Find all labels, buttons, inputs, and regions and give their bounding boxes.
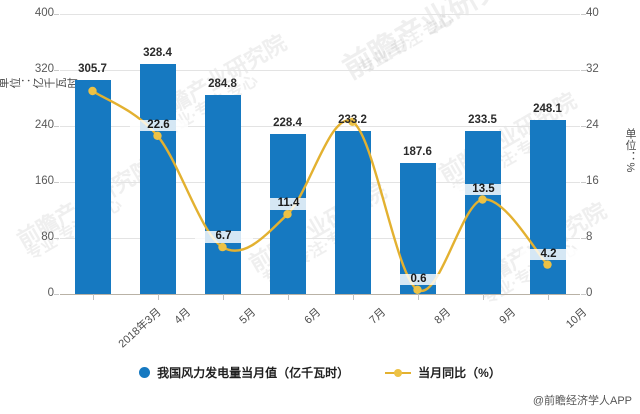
line-value-label: 13.5: [454, 183, 513, 195]
bar-value-label: 248.1: [533, 103, 562, 116]
line-marker[interactable]: [543, 260, 552, 269]
line-marker[interactable]: [413, 285, 422, 294]
chart-legend: 我国风力发电量当月值（亿千瓦时） 当月同比（%）: [0, 364, 640, 381]
legend-label-bar: 我国风力发电量当月值（亿千瓦时）: [157, 366, 350, 380]
y-axis-left-tickmark: [54, 126, 59, 127]
bar-value-label: 284.8: [208, 77, 237, 90]
line-marker[interactable]: [88, 86, 97, 96]
bar-value-label: 233.5: [468, 113, 497, 126]
y-axis-left-tickmark: [54, 14, 59, 15]
y-axis-left-tick-label: 320: [34, 63, 54, 75]
x-axis-label: 6月: [301, 306, 323, 327]
y-axis-left-tickmark: [54, 238, 59, 239]
bar[interactable]: [74, 80, 111, 294]
y-axis-left-tick-label: 400: [34, 7, 54, 19]
bar-value-label: 228.4: [273, 117, 302, 130]
y-axis-right-tick-label: 40: [586, 7, 599, 19]
x-axis-tickmark: [157, 294, 159, 300]
x-axis-tickmark: [287, 294, 289, 300]
plot-area: 22.6 6.7 11.4 0.6 13.5 4.2 305.7 328.4 284.8 228…: [60, 14, 580, 295]
line-series: [88, 86, 552, 294]
gridline: [60, 294, 580, 295]
x-axis-tickmark: [222, 294, 224, 300]
y-axis-left-tick-label: 80: [41, 231, 54, 243]
y-axis-right-tick-label: 8: [586, 231, 593, 243]
y-axis-right-tick-label: 24: [586, 119, 599, 131]
y-axis-left-tickmark: [54, 182, 59, 183]
y-axis-left-tick-label: 240: [34, 119, 54, 131]
bar[interactable]: [334, 130, 371, 294]
y-axis-right-title: 单位：%: [624, 128, 636, 173]
gridline: [60, 238, 580, 239]
y-axis-left-tickmark: [54, 294, 59, 295]
x-axis-label: 4月: [171, 306, 193, 327]
legend-item-line[interactable]: 当月同比（%）: [385, 364, 501, 381]
line-value-label: 22.6: [129, 119, 188, 132]
bar[interactable]: [204, 94, 241, 294]
y-axis-right-tickmark: [581, 294, 586, 295]
line-value-label: 4.2: [519, 248, 578, 261]
credit-text: @前瞻经济学人APP: [532, 395, 632, 407]
y-axis-right-tickmark: [581, 14, 586, 15]
gridline: [60, 182, 580, 183]
line-value-label: 0.6: [389, 273, 448, 286]
x-axis-tickmark: [92, 294, 94, 300]
x-axis-tickmark: [352, 294, 354, 300]
y-axis-right-tick-label: 0: [586, 287, 593, 299]
x-axis-label: 9月: [496, 306, 518, 327]
line-value-label: 6.7: [194, 231, 253, 243]
line-marker[interactable]: [153, 131, 162, 140]
y-axis-left-tickmark: [54, 70, 59, 71]
line-marker[interactable]: [348, 117, 357, 127]
line-marker[interactable]: [218, 242, 227, 252]
x-axis-label: 8月: [431, 306, 453, 327]
y-axis-right-tickmark: [581, 238, 586, 239]
x-axis-label: 7月: [366, 306, 388, 327]
line-marker[interactable]: [478, 195, 487, 204]
x-axis-tickmark: [547, 294, 549, 300]
bar-value-label: 233.2: [338, 113, 367, 126]
x-axis-tickmark: [417, 294, 419, 300]
gridline: [60, 14, 580, 15]
line-value-label: 11.4: [259, 198, 318, 210]
y-axis-left-tick-label: 0: [47, 287, 54, 299]
bar-value-label: 305.7: [78, 63, 107, 75]
bar[interactable]: [139, 64, 176, 294]
gridline: [60, 126, 580, 127]
y-axis-right-tickmark: [581, 126, 586, 127]
y-axis-left-tick-label: 160: [34, 175, 54, 187]
line-marker[interactable]: [283, 210, 292, 219]
gridline: [60, 70, 580, 71]
legend-dot-icon: [139, 367, 151, 378]
legend-label-line: 当月同比（%）: [418, 366, 501, 380]
x-axis-label: 5月: [236, 306, 258, 327]
x-axis-label: 2018年3月: [116, 306, 164, 351]
x-axis-tickmark: [482, 294, 484, 300]
y-axis-right-tick-label: 16: [586, 175, 599, 187]
y-axis-right-tick-label: 32: [586, 63, 599, 75]
y-axis-right-tickmark: [581, 70, 586, 71]
bar-value-label: 187.6: [403, 145, 432, 158]
legend-line-icon: [385, 367, 412, 378]
x-axis-label: 10月: [563, 306, 589, 331]
bar-value-label: 328.4: [143, 47, 172, 60]
legend-item-bar[interactable]: 我国风力发电量当月值（亿千瓦时）: [139, 364, 349, 381]
y-axis-right-tickmark: [581, 182, 586, 183]
